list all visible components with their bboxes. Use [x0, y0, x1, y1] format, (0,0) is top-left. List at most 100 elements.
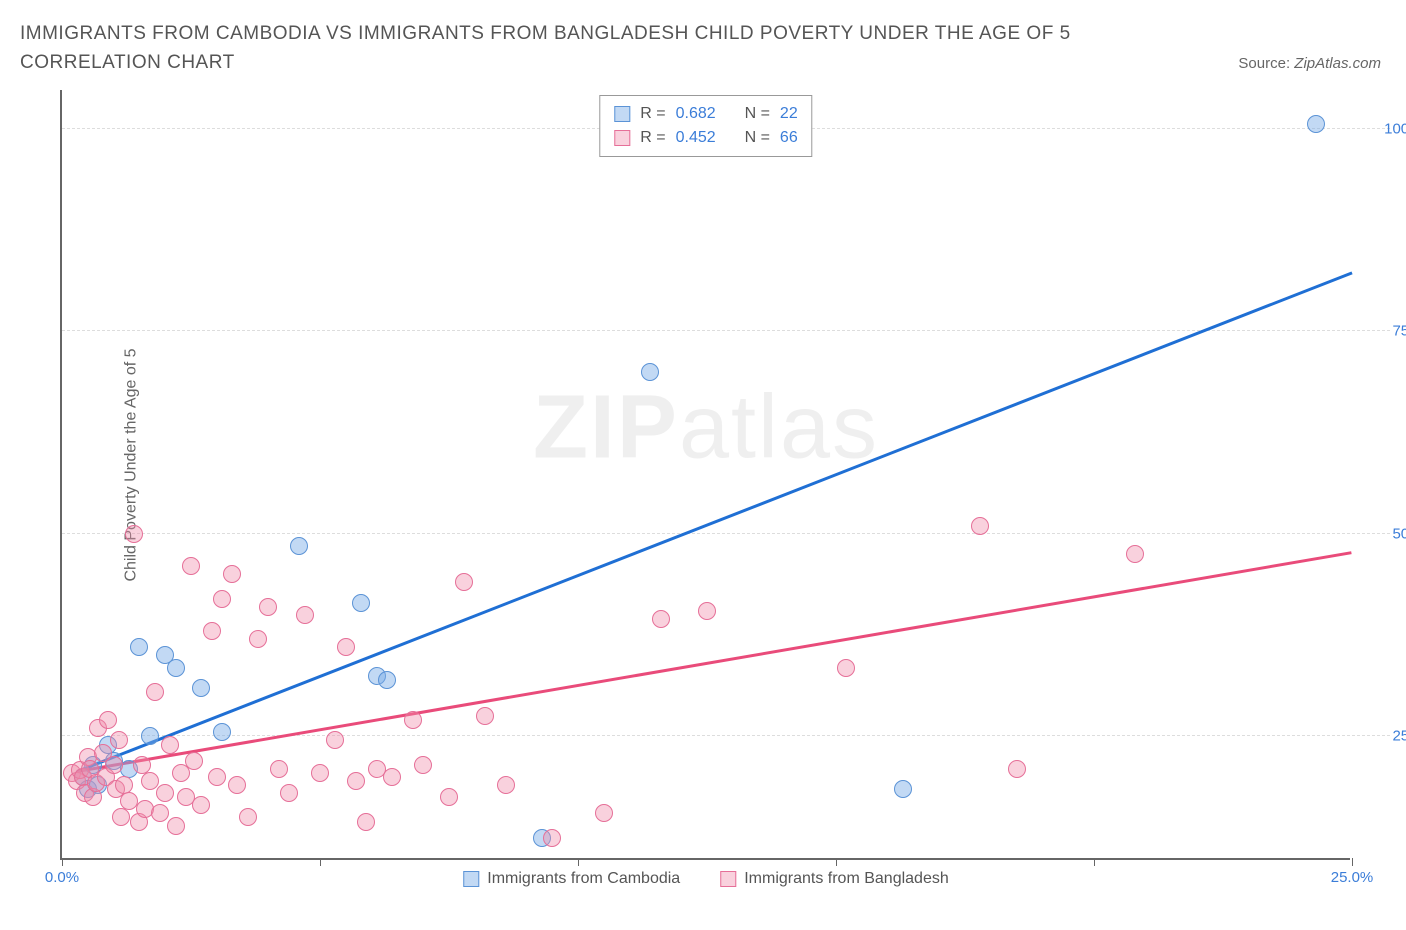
- gridline: [62, 533, 1390, 534]
- legend-label: Immigrants from Cambodia: [487, 870, 680, 888]
- scatter-point: [378, 671, 396, 689]
- legend-item: Immigrants from Bangladesh: [720, 870, 949, 888]
- stats-row: R = 0.682 N = 22: [614, 102, 797, 126]
- scatter-point: [595, 804, 613, 822]
- scatter-point: [652, 610, 670, 628]
- scatter-point: [270, 760, 288, 778]
- scatter-point: [296, 606, 314, 624]
- scatter-point: [404, 711, 422, 729]
- scatter-point: [311, 764, 329, 782]
- scatter-point: [112, 808, 130, 826]
- scatter-point: [1307, 115, 1325, 133]
- scatter-point: [151, 804, 169, 822]
- scatter-point: [146, 683, 164, 701]
- scatter-point: [352, 594, 370, 612]
- legend-swatch: [614, 106, 630, 122]
- y-tick-label: 25.0%: [1392, 728, 1406, 745]
- scatter-point: [280, 784, 298, 802]
- y-tick-label: 100.0%: [1384, 120, 1406, 137]
- scatter-point: [641, 363, 659, 381]
- scatter-point: [161, 736, 179, 754]
- scatter-point: [110, 731, 128, 749]
- scatter-point: [383, 768, 401, 786]
- scatter-point: [259, 598, 277, 616]
- stat-r-label: R =: [640, 126, 665, 150]
- scatter-point: [223, 565, 241, 583]
- stat-r-value: 0.682: [676, 102, 716, 126]
- scatter-point: [971, 517, 989, 535]
- x-tick: [578, 858, 579, 866]
- scatter-point: [156, 784, 174, 802]
- scatter-point: [239, 808, 257, 826]
- scatter-point: [99, 711, 117, 729]
- stat-n-value: 22: [780, 102, 798, 126]
- stat-n-label: N =: [745, 126, 770, 150]
- x-tick: [1094, 858, 1095, 866]
- scatter-point: [192, 679, 210, 697]
- scatter-point: [167, 817, 185, 835]
- legend-swatch: [463, 871, 479, 887]
- scatter-point: [228, 776, 246, 794]
- x-tick-label: 25.0%: [1331, 869, 1374, 886]
- legend-swatch: [614, 130, 630, 146]
- scatter-point: [837, 659, 855, 677]
- scatter-point: [414, 756, 432, 774]
- stat-r-value: 0.452: [676, 126, 716, 150]
- source-prefix: Source:: [1238, 55, 1294, 72]
- scatter-point: [192, 796, 210, 814]
- gridline: [62, 735, 1390, 736]
- scatter-point: [249, 630, 267, 648]
- x-tick: [836, 858, 837, 866]
- scatter-point: [290, 537, 308, 555]
- scatter-point: [203, 622, 221, 640]
- scatter-point: [440, 788, 458, 806]
- scatter-point: [141, 772, 159, 790]
- trend-line: [77, 552, 1352, 773]
- scatter-point: [185, 752, 203, 770]
- gridline: [62, 330, 1390, 331]
- y-tick-label: 50.0%: [1392, 525, 1406, 542]
- stat-n-value: 66: [780, 126, 798, 150]
- trend-line: [77, 272, 1352, 773]
- stats-legend: R = 0.682 N = 22R = 0.452 N = 66: [599, 95, 812, 157]
- chart-title: IMMIGRANTS FROM CAMBODIA VS IMMIGRANTS F…: [20, 20, 1120, 77]
- y-tick-label: 75.0%: [1392, 323, 1406, 340]
- stat-r-label: R =: [640, 102, 665, 126]
- legend-item: Immigrants from Cambodia: [463, 870, 680, 888]
- scatter-point: [125, 525, 143, 543]
- scatter-point: [455, 573, 473, 591]
- scatter-point: [698, 602, 716, 620]
- source-attribution: Source: ZipAtlas.com: [1238, 55, 1381, 72]
- scatter-point: [141, 727, 159, 745]
- watermark: ZIPatlas: [533, 376, 879, 479]
- x-tick-label: 0.0%: [45, 869, 79, 886]
- scatter-point: [105, 756, 123, 774]
- scatter-point: [213, 723, 231, 741]
- scatter-point: [326, 731, 344, 749]
- source-name: ZipAtlas.com: [1294, 55, 1381, 72]
- scatter-point: [182, 557, 200, 575]
- scatter-point: [497, 776, 515, 794]
- scatter-point: [357, 813, 375, 831]
- scatter-point: [167, 659, 185, 677]
- x-tick: [62, 858, 63, 866]
- scatter-point: [337, 638, 355, 656]
- scatter-point: [213, 590, 231, 608]
- scatter-point: [208, 768, 226, 786]
- scatter-point: [476, 707, 494, 725]
- scatter-point: [1008, 760, 1026, 778]
- x-axis-legend: Immigrants from Cambodia Immigrants from …: [463, 870, 948, 888]
- scatter-point: [543, 829, 561, 847]
- scatter-point: [894, 780, 912, 798]
- scatter-point: [130, 638, 148, 656]
- stats-row: R = 0.452 N = 66: [614, 126, 797, 150]
- legend-label: Immigrants from Bangladesh: [744, 870, 949, 888]
- stat-n-label: N =: [745, 102, 770, 126]
- legend-swatch: [720, 871, 736, 887]
- x-tick: [1352, 858, 1353, 866]
- x-tick: [320, 858, 321, 866]
- scatter-chart: ZIPatlas 25.0%50.0%75.0%100.0%0.0%25.0%R…: [60, 90, 1350, 860]
- watermark-bold: ZIP: [533, 377, 679, 477]
- scatter-point: [347, 772, 365, 790]
- watermark-rest: atlas: [679, 377, 879, 477]
